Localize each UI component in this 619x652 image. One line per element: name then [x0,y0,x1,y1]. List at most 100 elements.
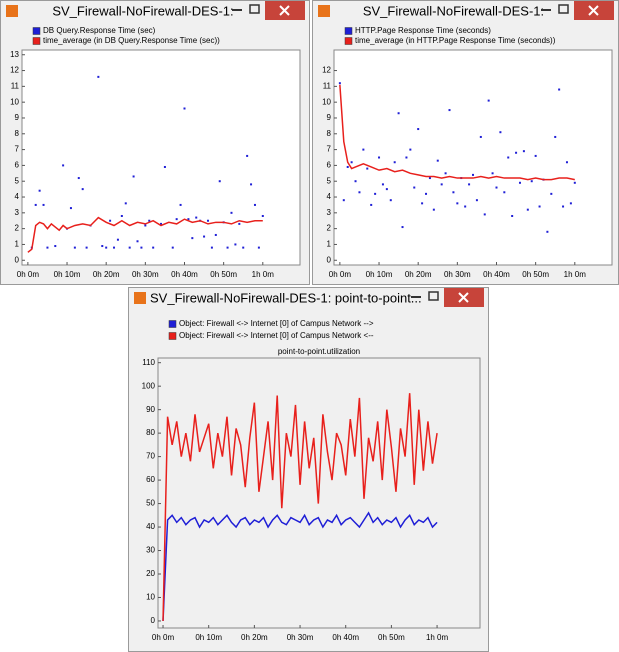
legend-label: Object: Firewall <-> Internet [0] of Cam… [179,319,374,328]
data-point [518,181,521,184]
plot-area [21,49,301,266]
y-tick-label: 8 [327,129,332,138]
y-tick-label: 12 [10,66,19,75]
data-point [105,246,108,249]
data-point [214,233,217,236]
y-tick-label: 80 [146,428,155,437]
data-point [495,186,498,189]
data-point [464,205,467,208]
data-point [456,202,459,205]
app-icon [318,5,330,17]
y-tick-label: 1 [15,240,20,249]
data-point [444,172,447,175]
data-point [171,246,174,249]
data-point [38,189,41,192]
data-point [124,202,127,205]
data-point [483,213,486,216]
y-tick-label: 7 [15,145,20,154]
data-point [405,156,408,159]
legend-label: DB Query.Response Time (sec) [43,26,156,35]
data-point [257,246,260,249]
legend-swatch [344,27,353,35]
data-point [132,175,135,178]
y-tick-label: 110 [142,358,155,367]
y-tick-label: 100 [142,381,156,390]
y-tick-label: 11 [323,81,332,90]
y-tick-label: 10 [10,97,19,106]
data-point [109,219,112,222]
y-tick-label: 5 [15,176,20,185]
y-tick-label: 10 [322,97,331,106]
data-point [234,243,237,246]
maximize-button[interactable] [249,4,260,14]
maximize-button[interactable] [558,4,569,14]
legend-swatch [168,332,177,340]
data-point [97,75,100,78]
data-point [250,183,253,186]
data-point [120,214,123,217]
y-tick-label: 4 [15,192,20,201]
data-point [136,240,139,243]
data-point [144,224,147,227]
data-point [565,161,568,164]
close-icon [588,5,599,16]
data-point [362,148,365,151]
y-tick-label: 9 [15,113,20,122]
data-point [475,199,478,202]
data-point [397,112,400,115]
data-point [413,186,416,189]
data-point [128,246,131,249]
data-point [487,99,490,102]
data-point [210,246,213,249]
window-title: SV_Firewall-NoFirewall-DES-1: point-to-p… [150,290,422,305]
data-point [417,128,420,131]
close-icon [458,292,469,303]
data-point [370,203,373,206]
app-icon [134,292,146,304]
data-point [452,191,455,194]
x-tick-label: 0h 40m [171,270,198,279]
data-point [425,192,428,195]
y-tick-label: 6 [15,161,20,170]
window-title: SV_Firewall-NoFirewall-DES-1: [363,3,544,18]
data-point [401,226,404,229]
data-point [436,159,439,162]
x-tick-label: 0h 10m [54,270,81,279]
data-point [468,183,471,186]
y-tick-label: 3 [15,208,20,217]
y-tick-label: 0 [327,255,332,264]
y-tick-label: 4 [327,192,332,201]
data-point [393,161,396,164]
x-tick-label: 0h 50m [378,633,405,642]
data-point [116,238,119,241]
data-point [148,219,151,222]
data-point [195,216,198,219]
data-point [242,246,245,249]
data-point [554,135,557,138]
y-tick-label: 60 [146,475,155,484]
data-point [479,135,482,138]
data-point [511,214,514,217]
y-tick-label: 0 [15,255,20,264]
data-point [421,202,424,205]
data-point [389,199,392,202]
data-point [206,219,209,222]
data-point [46,246,49,249]
data-point [342,199,345,202]
data-point [378,156,381,159]
x-tick-label: 0h 40m [483,270,510,279]
data-point [338,82,341,85]
y-tick-label: 3 [327,208,332,217]
y-tick-label: 1 [327,240,332,249]
y-tick-label: 10 [146,593,155,602]
y-tick-label: 7 [327,145,332,154]
data-point [85,246,88,249]
data-point [163,165,166,168]
data-point [203,235,206,238]
x-tick-label: 0h 50m [522,270,549,279]
legend-label: HTTP.Page Response Time (seconds) [355,26,491,35]
data-point [491,172,494,175]
x-tick-label: 1h 0m [252,270,275,279]
data-point [550,192,553,195]
maximize-button[interactable] [428,291,439,301]
